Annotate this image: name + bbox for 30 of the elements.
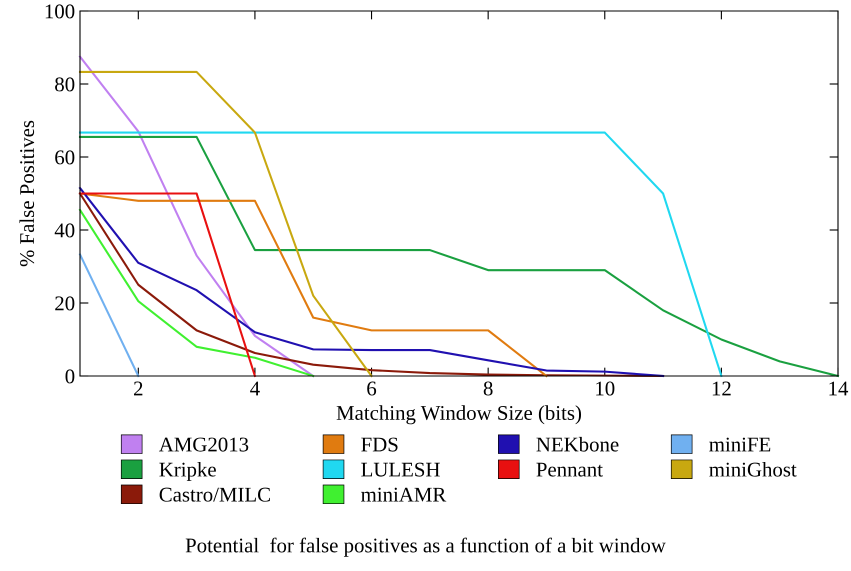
legend-label: Kripke — [159, 462, 216, 481]
x-tick-label: 6 — [367, 382, 376, 396]
y-tick-label: 20 — [55, 296, 74, 310]
x-tick-label: 8 — [484, 381, 493, 396]
x-tick-label: 10 — [596, 381, 614, 396]
legend-label: AMG2013 — [158, 438, 248, 452]
y-tick-label: 40 — [54, 223, 74, 238]
line-series — [78, 208, 314, 378]
legend-label: miniFE — [709, 438, 770, 452]
y-axis-title: % False Positives — [19, 120, 34, 266]
y-tick-label: 100 — [46, 4, 74, 18]
x-axis-title: Matching Window Size (bits) — [336, 405, 582, 424]
legend-label: FDS — [361, 438, 398, 452]
legend-label: miniGhost — [709, 462, 797, 477]
y-tick-label: 80 — [55, 77, 74, 92]
legend-label: miniAMR — [361, 488, 446, 502]
legend-label: Castro/MILC — [160, 488, 270, 502]
legend-label: NEKbone — [536, 436, 618, 452]
legend-label: Pennant — [536, 462, 603, 477]
line-series — [78, 70, 373, 378]
y-tick-label: 60 — [55, 150, 74, 164]
text: Potential for false positives as a function of a bit window — [186, 538, 666, 557]
x-tick-label: 14 — [829, 382, 848, 396]
y-tick-label: 0 — [66, 369, 74, 384]
line-series — [78, 56, 314, 378]
legend-label: LULESH — [361, 462, 440, 477]
x-tick-label: 12 — [712, 382, 731, 396]
line-series — [78, 192, 548, 378]
x-tick-label: 2 — [134, 382, 142, 396]
x-tick-label: 4 — [250, 382, 260, 396]
